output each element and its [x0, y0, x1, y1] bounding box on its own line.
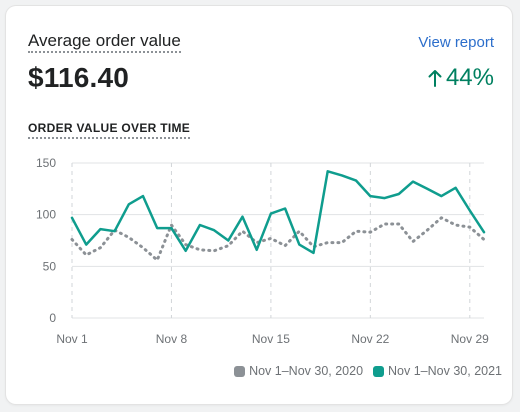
y-tick-label: 50: [43, 259, 57, 273]
x-tick-label: Nov 1: [56, 332, 88, 346]
y-tick-label: 150: [36, 156, 56, 170]
x-tick-label: Nov 22: [351, 332, 389, 346]
y-tick-label: 0: [49, 311, 56, 325]
legend-item-2020[interactable]: Nov 1–Nov 30, 2020: [234, 364, 363, 378]
card-title[interactable]: Average order value: [28, 32, 181, 53]
legend-label-2021: Nov 1–Nov 30, 2021: [388, 364, 502, 378]
y-tick-label: 100: [36, 208, 56, 222]
x-tick-label: Nov 15: [252, 332, 290, 346]
x-tick-label: Nov 8: [156, 332, 188, 346]
legend-swatch-2020: [234, 365, 246, 377]
series-line-2021: [70, 170, 486, 255]
view-report-link[interactable]: View report: [418, 34, 494, 51]
average-order-value-card: Average order value View report $116.40 …: [6, 6, 512, 404]
series-line-2020: [70, 216, 486, 262]
legend-label-2020: Nov 1–Nov 30, 2020: [249, 364, 364, 378]
legend-item-2021[interactable]: Nov 1–Nov 30, 2021: [373, 364, 502, 378]
x-tick-label: Nov 29: [451, 332, 489, 346]
metric-value: $116.40: [28, 62, 130, 93]
chart-subtitle[interactable]: ORDER VALUE OVER TIME: [28, 122, 191, 139]
legend-swatch-2021: [373, 365, 385, 377]
metric-change: 44%: [428, 64, 494, 92]
change-percent: 44%: [445, 64, 494, 91]
chart-legend: Nov 1–Nov 30, 2020 Nov 1–Nov 30, 2021: [224, 364, 502, 378]
arrow-up-icon: [428, 70, 442, 87]
